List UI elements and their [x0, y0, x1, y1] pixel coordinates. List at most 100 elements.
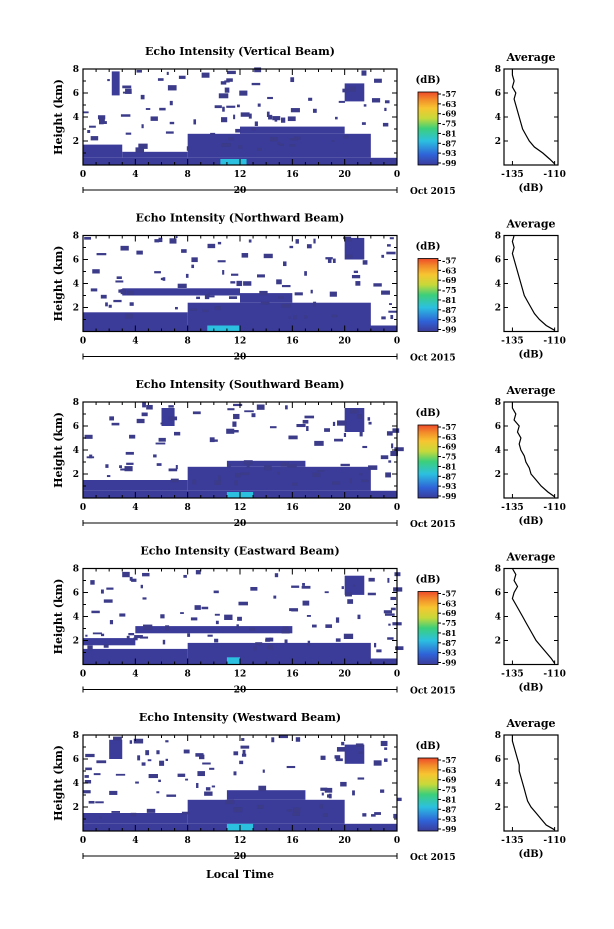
echo-speckle [355, 743, 364, 747]
echo-speckle [129, 740, 133, 744]
echo-speckle [202, 762, 211, 765]
echo-speckle [363, 104, 367, 107]
average-title: Average [505, 218, 555, 231]
y-axis-label: Height (km) [52, 246, 65, 322]
echo-speckle [231, 273, 239, 276]
echo-region [83, 813, 188, 824]
echo-speckle [265, 637, 272, 641]
echo-speckle [120, 468, 125, 471]
echo-speckle [207, 634, 213, 637]
echo-speckle [201, 72, 210, 78]
echo-speckle [353, 270, 359, 274]
echo-speckle [109, 620, 114, 625]
echo-speckle [312, 472, 321, 478]
average-y-tick-label: 6 [495, 755, 501, 765]
echo-speckle [285, 405, 288, 410]
average-y-tick-label: 8 [495, 398, 501, 408]
echo-speckle [384, 100, 390, 104]
echo-speckle [156, 791, 160, 794]
echo-speckle [388, 623, 391, 626]
echo-speckle [361, 70, 367, 76]
echo-speckle [146, 808, 156, 813]
echo-speckle [387, 637, 394, 640]
colorbar-tick-label: -93 [442, 315, 457, 325]
colorbar-tick-label: -75 [442, 785, 456, 795]
echo-speckle [83, 790, 91, 794]
colorbar-tick-label: -63 [442, 432, 457, 442]
echo-speckle [316, 470, 325, 472]
average-profile-line [511, 235, 555, 331]
echo-speckle [257, 274, 265, 278]
colorbar [417, 424, 439, 499]
echo-speckle [259, 290, 268, 296]
echo-speckle [175, 236, 178, 239]
echo-speckle [83, 111, 89, 114]
echo-speckle [111, 811, 121, 813]
x-tick-label: 12 [234, 836, 247, 846]
echo-speckle [228, 137, 235, 141]
echo-speckle [280, 117, 286, 123]
colorbar-tick-label: -75 [442, 285, 456, 295]
echo-speckle [213, 590, 219, 594]
echo-speckle [324, 591, 329, 594]
echo-speckle [301, 585, 311, 589]
colorbar-tick-label: -99 [442, 824, 457, 834]
month-label: Oct 2015 [410, 853, 456, 863]
echo-speckle [195, 570, 201, 575]
echo-speckle [257, 103, 261, 107]
average-profile-line [511, 69, 556, 165]
colorbar-unit: (dB) [416, 741, 441, 752]
y-tick-label: 6 [73, 755, 79, 765]
echo-speckle [357, 777, 365, 780]
y-tick-label: 6 [73, 589, 79, 599]
x-tick-label: 8 [185, 337, 191, 347]
echo-speckle [295, 737, 301, 742]
echo-speckle [91, 610, 100, 614]
colorbar-unit: (dB) [416, 242, 441, 253]
echo-speckle [160, 277, 164, 281]
echo-speckle [162, 277, 166, 281]
colorbar-tick-label: -75 [442, 452, 456, 462]
average-frame [503, 401, 559, 499]
echo-speckle [308, 97, 313, 101]
echo-region [187, 302, 371, 326]
echo-speckle [103, 121, 107, 124]
echo-speckle [277, 471, 280, 475]
echo-speckle [320, 787, 328, 791]
echo-speckle [214, 306, 222, 311]
y-tick-label: 4 [73, 113, 79, 123]
echo-speckle [189, 308, 198, 311]
echo-speckle [159, 107, 166, 111]
colorbar [417, 91, 439, 166]
echo-speckle [233, 403, 243, 407]
echo-speckle [169, 238, 177, 244]
month-label: Oct 2015 [410, 354, 456, 364]
echo-speckle [108, 304, 112, 308]
echo-region [161, 408, 175, 426]
echo-speckle [361, 479, 369, 483]
x-tick-label: 8 [185, 836, 191, 846]
echo-speckle [313, 238, 316, 244]
echo-speckle [226, 428, 235, 434]
echo-speckle [154, 271, 161, 274]
x-tick-label: 20 [338, 503, 351, 513]
colorbar-tick-label: -63 [442, 598, 457, 608]
echo-speckle [345, 592, 352, 597]
heatmap-cells [83, 236, 397, 332]
echo-region [135, 626, 293, 634]
echo-speckle [96, 760, 107, 764]
echo-speckle [266, 111, 270, 118]
echo-speckle [241, 253, 249, 258]
echo-speckle [148, 774, 158, 779]
echo-speckle [291, 608, 299, 612]
y-axis-label: Height (km) [52, 579, 65, 655]
echo-speckle [276, 279, 282, 285]
echo-speckle [281, 285, 291, 288]
average-x-label: (dB) [519, 183, 544, 194]
echo-speckle [224, 87, 230, 93]
echo-speckle [355, 281, 361, 286]
echo-speckle [111, 422, 120, 426]
echo-speckle [274, 573, 279, 578]
echo-speckle [158, 237, 163, 243]
date-label: 20 [234, 852, 247, 862]
